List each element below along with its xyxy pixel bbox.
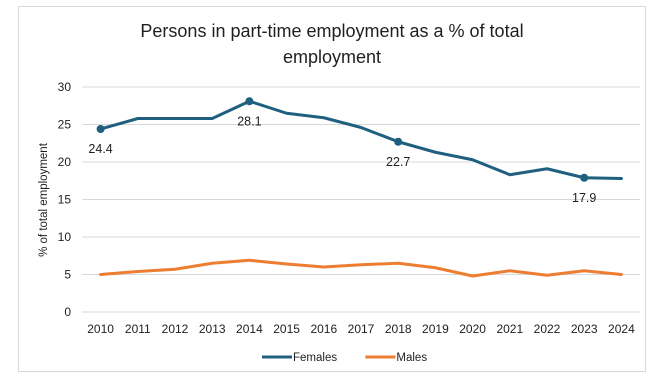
y-axis-ticks: 0 5 10 15 20 25 30 <box>58 80 72 319</box>
legend-label-females: Females <box>293 352 337 364</box>
y-tick-label: 25 <box>58 118 72 132</box>
series-lines <box>99 99 623 278</box>
data-labels: 24.4 28.1 22.7 17.9 <box>88 114 596 205</box>
x-tick-label: 2016 <box>310 322 337 336</box>
y-tick-label: 5 <box>64 268 71 282</box>
legend: Females Males <box>262 352 427 364</box>
x-tick-label: 2019 <box>422 322 449 336</box>
data-label: 28.1 <box>237 114 261 128</box>
chart-frame <box>18 6 646 372</box>
x-tick-label: 2020 <box>459 322 486 336</box>
x-tick-label: 2017 <box>348 322 375 336</box>
series-line-males <box>99 258 623 278</box>
x-axis-ticks: 2010 2011 2012 2013 2014 2015 2016 2017 2018 2019… <box>87 322 635 336</box>
y-tick-label: 15 <box>58 193 72 207</box>
y-tick-label: 10 <box>58 230 72 244</box>
x-tick-label: 2013 <box>199 322 226 336</box>
series-markers <box>96 97 589 182</box>
x-tick-label: 2022 <box>534 322 561 336</box>
x-tick-label: 2010 <box>87 322 114 336</box>
data-point-marker <box>96 125 105 133</box>
legend-label-males: Males <box>396 352 427 364</box>
y-axis-title: % of total employment <box>38 142 50 257</box>
chart-title: Persons in part-time employment as a % o… <box>18 18 646 70</box>
y-tick-label: 0 <box>64 305 71 319</box>
x-tick-label: 2021 <box>496 322 523 336</box>
data-label: 24.4 <box>88 142 112 156</box>
data-point-marker <box>245 97 254 106</box>
data-point-marker <box>580 173 589 182</box>
x-tick-label: 2018 <box>385 322 412 336</box>
x-tick-label: 2012 <box>162 322 189 336</box>
gridlines <box>82 86 640 313</box>
x-tick-label: 2024 <box>608 322 635 336</box>
x-tick-label: 2011 <box>125 322 151 336</box>
data-label: 22.7 <box>386 155 410 169</box>
x-tick-label: 2023 <box>571 322 598 336</box>
data-label: 17.9 <box>572 191 596 205</box>
chart-title-line-1: Persons in part-time employment as a % o… <box>140 21 524 41</box>
y-tick-label: 20 <box>58 155 72 169</box>
series-line-females <box>99 99 623 180</box>
data-point-marker <box>394 137 403 146</box>
y-tick-label: 30 <box>58 80 72 94</box>
x-tick-label: 2015 <box>273 322 300 336</box>
x-tick-label: 2014 <box>236 322 263 336</box>
chart-title-line-2: employment <box>282 47 382 67</box>
